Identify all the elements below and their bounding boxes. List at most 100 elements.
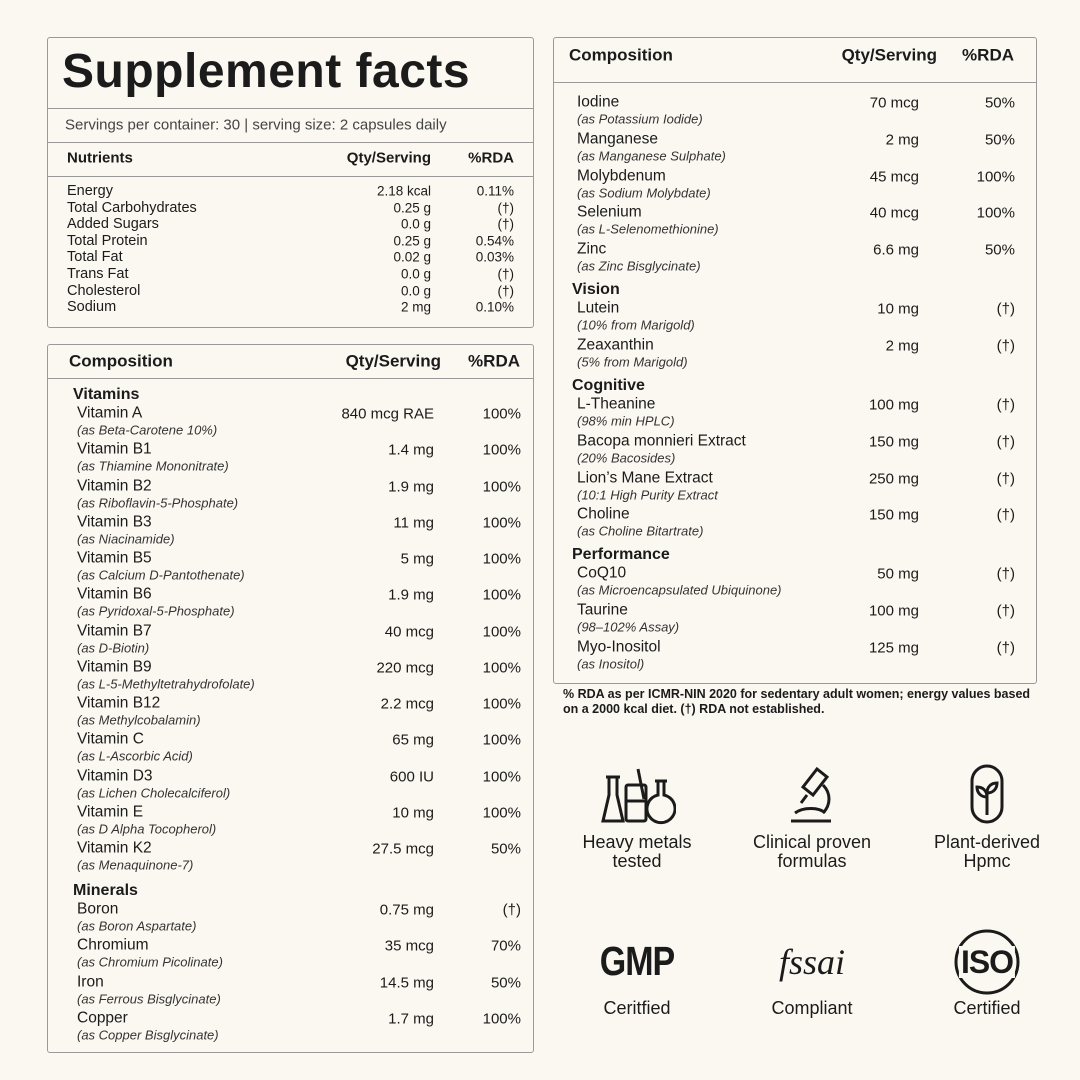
ingredient-source: (as D Alpha Tocopherol): [77, 821, 217, 837]
ingredient-source: (20% Bacosides): [577, 450, 676, 466]
ingredient-source: (as Pyridoxal-5-Phosphate): [77, 603, 235, 619]
cert-caption: Certified: [953, 998, 1021, 1018]
nutrient-rda: 0.11%: [476, 183, 514, 199]
ingredient-name: Vitamin D3: [77, 766, 153, 784]
ingredient-qty: 100 mg: [868, 396, 919, 414]
nutrient-rda: 0.03%: [475, 249, 514, 265]
ingredient-rda: (†): [502, 901, 521, 919]
ingredient-qty: 50 mg: [877, 565, 919, 583]
ingredient-name: Vitamin B3: [77, 513, 152, 530]
ingredient-qty: 150 mg: [868, 506, 919, 524]
ingredient-qty: 1.9 mg: [388, 478, 434, 495]
ingredient-name: Vitamin B1: [77, 440, 152, 458]
ingredient-rda: 50%: [984, 94, 1015, 112]
ingredient-qty: 10 mg: [877, 300, 919, 318]
badge-label: tested: [612, 851, 662, 871]
ingredient-qty: 250 mg: [868, 470, 919, 488]
ingredient-rda: (†): [996, 565, 1015, 583]
ingredient-qty: 840 mcg RAE: [341, 405, 434, 423]
ingredient-source: (as Methylcobalamin): [77, 712, 201, 728]
ingredient-qty: 70 mcg: [869, 94, 919, 112]
ingredient-rda: (†): [996, 433, 1015, 451]
ingredient-qty: 1.7 mg: [388, 1010, 434, 1028]
ingredient-name: Boron: [77, 900, 119, 918]
ingredient-name: Vitamin B9: [77, 658, 152, 675]
ingredient-qty: 100 mg: [868, 602, 919, 620]
divider: [47, 378, 533, 379]
ingredient-name: Zinc: [577, 240, 607, 258]
nutrient-name: Total Fat: [67, 249, 123, 266]
capsule-icon: [970, 764, 1004, 824]
ingredient-qty: 35 mcg: [384, 937, 434, 955]
nutrient-name: Added Sugars: [67, 215, 159, 232]
ingredient-rda: 50%: [490, 840, 521, 858]
ingredient-rda: 100%: [482, 623, 521, 640]
ingredient-name: Lutein: [577, 299, 620, 317]
nutrient-rda: 0.10%: [475, 299, 514, 315]
nutrient-name: Trans Fat: [67, 265, 129, 282]
ingredient-source: (as Zinc Bisglycinate): [577, 258, 701, 274]
ingredient-name: Zeaxanthin: [577, 336, 654, 354]
badge-label: Clinical proven: [752, 832, 872, 852]
ingredient-rda: 70%: [490, 937, 521, 955]
ingredient-name: Iodine: [577, 93, 620, 111]
ingredient-name: Myo-Inositol: [577, 638, 661, 656]
nutrient-rda: 0.54%: [475, 233, 514, 249]
ingredient-source: (as Calcium D-Pantothenate): [77, 567, 245, 583]
ingredient-source: (as Microencapsulated Ubiquinone): [577, 582, 782, 598]
divider: [553, 82, 1036, 83]
ingredient-name: Vitamin K2: [77, 839, 152, 857]
ingredient-source: (as Lichen Cholecalciferol): [77, 785, 231, 800]
group-title: Cognitive: [572, 377, 645, 394]
composition-right-box: [553, 37, 1037, 684]
ingredient-name: Lion’s Mane Extract: [577, 468, 713, 486]
ingredient-name: Iron: [77, 972, 104, 990]
header: Qty/Serving: [841, 45, 937, 65]
ingredient-qty: 11 mg: [393, 514, 434, 532]
nutrient-name: Total Protein: [67, 232, 148, 249]
ingredient-rda: 100%: [482, 405, 521, 423]
ingredient-rda: (†): [996, 506, 1015, 524]
ingredient-name: Chromium: [77, 936, 149, 954]
nutrient-name: Sodium: [67, 298, 117, 315]
nutrient-name: Total Carbohydrates: [67, 199, 197, 216]
nutrient-qty: 0.25 g: [393, 233, 431, 249]
ingredient-name: Vitamin E: [77, 803, 144, 820]
nutrient-qty: 0.0 g: [400, 282, 431, 298]
nutrient-rda: (†): [497, 282, 515, 298]
ingredient-source: (as Sodium Molybdate): [577, 185, 711, 201]
ingredient-qty: 1.4 mg: [388, 441, 434, 459]
cert-logo: fssai: [778, 942, 846, 982]
ingredient-qty: 45 mcg: [869, 168, 919, 186]
header: Composition: [569, 45, 673, 65]
ingredient-rda: (†): [996, 396, 1015, 414]
ingredient-rda: 100%: [482, 478, 521, 495]
facts-box: [47, 37, 534, 328]
ingredient-source: (5% from Marigold): [577, 354, 688, 370]
ingredient-source: (10:1 High Purity Extract: [577, 487, 718, 503]
ingredient-name: Vitamin B2: [77, 476, 152, 494]
ingredient-qty: 5 mg: [400, 550, 434, 568]
nutrient-qty: 0.25 g: [393, 199, 431, 215]
ingredient-qty: 2 mg: [885, 131, 919, 149]
lab-icon: [601, 768, 676, 825]
cert-logo: GMP: [599, 939, 675, 985]
ingredient-name: Vitamin B12: [77, 694, 161, 712]
ingredient-rda: 100%: [976, 168, 1015, 186]
ingredient-rda: 100%: [482, 768, 521, 785]
ingredient-qty: 27.5 mcg: [372, 840, 434, 858]
nutrient-qty: 2.18 kcal: [376, 183, 431, 199]
ingredient-rda: (†): [996, 300, 1015, 318]
ingredient-name: Taurine: [577, 601, 628, 619]
header: Nutrients: [67, 149, 133, 167]
nutrient-rda: (†): [497, 216, 515, 232]
ingredient-rda: 100%: [482, 659, 521, 677]
ingredient-rda: 100%: [482, 514, 521, 532]
ingredient-qty: 65 mg: [392, 731, 434, 749]
ingredient-rda: (†): [996, 639, 1015, 657]
servings: Servings per container: 30 | serving siz…: [65, 116, 447, 134]
header: Composition: [69, 351, 173, 371]
ingredient-qty: 40 mcg: [869, 204, 919, 222]
ingredient-rda: 100%: [482, 441, 521, 459]
ingredient-name: Manganese: [577, 130, 659, 148]
